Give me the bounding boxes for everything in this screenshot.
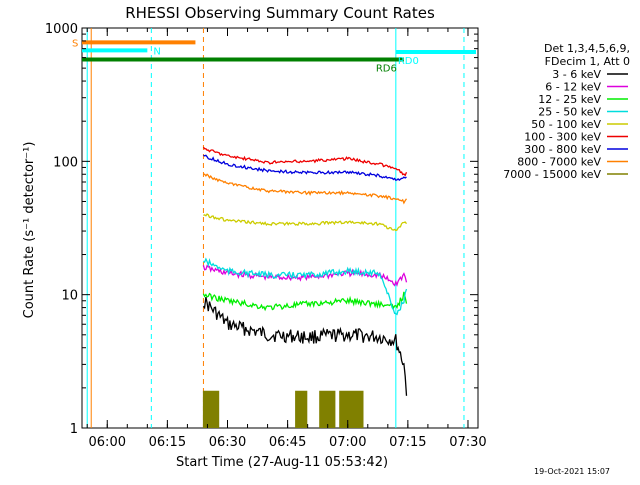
footer-timestamp: 19-Oct-2021 15:07: [534, 467, 610, 476]
legend-label: 7000 - 15000 keV: [503, 168, 601, 181]
x-tick-label: 06:45: [269, 435, 306, 450]
flag-label: RD0: [398, 56, 419, 67]
x-tick-label: 07:30: [449, 435, 486, 450]
x-tick-label: 06:00: [89, 435, 126, 450]
y-tick-label: 100: [53, 155, 78, 170]
series-line: [202, 296, 408, 396]
y-tick-label: 10: [61, 289, 78, 304]
y-axis-label: Count Rate (s⁻¹ detector⁻¹): [22, 142, 37, 319]
flag-label: S: [72, 38, 78, 49]
series-line: [203, 257, 408, 316]
chart-title: RHESSI Observing Summary Count Rates: [125, 4, 435, 22]
x-tick-label: 06:15: [149, 435, 186, 450]
plot-frame: [81, 27, 479, 429]
legend-label: 25 - 50 keV: [538, 106, 601, 119]
y-tick-label: 1: [70, 422, 78, 437]
legend-layer: Det 1,3,4,5,6,9,FDecim 1, Att 03 - 6 keV…: [503, 42, 630, 181]
series-line: [202, 291, 408, 312]
legend-label: 50 - 100 keV: [531, 118, 601, 131]
legend-label: 300 - 800 keV: [524, 143, 601, 156]
y-tick-label: 1000: [45, 22, 78, 37]
legend-label: 12 - 25 keV: [538, 93, 601, 106]
flag-label: N: [153, 46, 160, 57]
series-line: [202, 390, 364, 428]
x-axis-label: Start Time (27-Aug-11 05:53:42): [176, 455, 388, 470]
x-tick-label: 07:00: [329, 435, 366, 450]
series-line: [203, 173, 408, 205]
legend-header: FDecim 1, Att 0: [545, 55, 630, 68]
series-line: [203, 154, 407, 181]
legend-header: Det 1,3,4,5,6,9,: [544, 42, 630, 55]
legend-label: 800 - 7000 keV: [517, 156, 601, 169]
axes-layer: 06:00 06:15 06:30 06:45 07:00 07:15 07:30 1 10 10…: [45, 22, 487, 450]
flag-label: RD6: [376, 64, 397, 75]
x-tick-label: 07:15: [389, 435, 426, 450]
legend-label: 3 - 6 keV: [552, 68, 601, 81]
series-line: [202, 146, 408, 177]
series-line: [203, 213, 408, 232]
legend-label: 6 - 12 keV: [545, 81, 601, 94]
legend-label: 100 - 300 keV: [524, 131, 601, 144]
series-layer: [202, 146, 408, 428]
plot-frame-layer: [81, 27, 479, 429]
event-markers-layer: [86, 28, 465, 428]
x-tick-label: 06:30: [209, 435, 246, 450]
